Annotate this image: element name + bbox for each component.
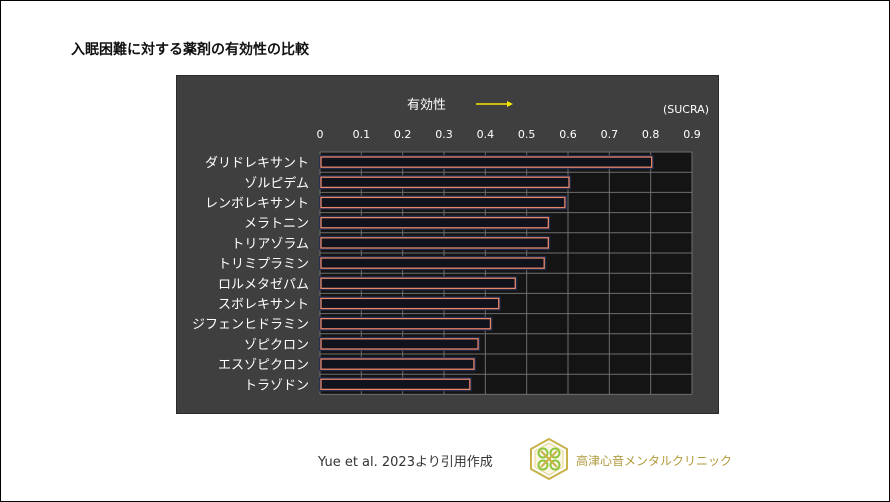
category-label: レンボレキサント [205, 197, 309, 212]
bar-chart: 0 0.1 0.2 0.3 0.4 0.5 0.6 0.7 0.8 0.9 ダリドレキサントゾルピ… [192, 98, 709, 395]
unit-label: (SUCRA) [663, 103, 709, 116]
x-tick-label: 0.7 [601, 128, 619, 141]
bar [320, 277, 516, 290]
gridlines [319, 151, 693, 395]
clinic-logo-icon [530, 438, 568, 480]
category-label: メラトニン [244, 217, 309, 232]
category-label: トリアゾラム [231, 237, 309, 252]
bar [320, 257, 545, 269]
category-label: スボレキサント [218, 298, 309, 313]
category-labels: ダリドレキサントゾルピデムレンボレキサントメラトニントリアゾラムトリミプラミンロ… [192, 156, 309, 393]
slide-title: 入眠困難に対する薬剤の有効性の比較 [71, 42, 309, 58]
bar [320, 237, 549, 249]
bar [320, 156, 653, 168]
category-label: ダリドレキサント [205, 156, 309, 171]
direction-arrow [476, 101, 513, 107]
x-tick-label: 0.6 [559, 128, 577, 141]
category-label: トリミプラミン [218, 257, 309, 272]
category-label: トラゾドン [244, 378, 309, 393]
bar [320, 358, 475, 370]
category-label: ゾルピデム [244, 175, 309, 191]
bar [320, 378, 471, 391]
x-tick-label: 0.9 [683, 128, 701, 141]
direction-arrow-head [507, 101, 513, 107]
bars [319, 155, 654, 392]
bar [320, 317, 492, 330]
bar [320, 216, 549, 229]
x-tick-label: 0.8 [642, 128, 660, 141]
clinic-name: 高津心音メンタルクリニック [576, 454, 733, 468]
category-label: ロルメタゼパム [218, 277, 309, 292]
bar [320, 338, 479, 350]
x-tick-label: 0.3 [435, 128, 453, 141]
category-label: ジフェンヒドラミン [192, 318, 309, 333]
x-tick-label: 0.2 [394, 128, 412, 141]
x-tick-label: 0.5 [518, 128, 536, 141]
x-tick-labels: 0 0.1 0.2 0.3 0.4 0.5 0.6 0.7 0.8 0.9 [317, 128, 701, 141]
direction-label: 有効性 [407, 98, 446, 113]
category-label: エスゾピクロン [218, 358, 309, 373]
bar [320, 297, 500, 310]
x-tick-label: 0.4 [477, 128, 495, 141]
category-label: ゾピクロン [244, 338, 309, 353]
chart-panel: 0 0.1 0.2 0.3 0.4 0.5 0.6 0.7 0.8 0.9 ダリドレキサントゾルピ… [176, 75, 719, 414]
x-tick-label: 0.1 [353, 128, 371, 141]
bar [320, 196, 566, 209]
bar [320, 176, 570, 189]
x-tick-label: 0 [317, 128, 324, 141]
citation: Yue et al. 2023より引用作成 [318, 455, 493, 470]
